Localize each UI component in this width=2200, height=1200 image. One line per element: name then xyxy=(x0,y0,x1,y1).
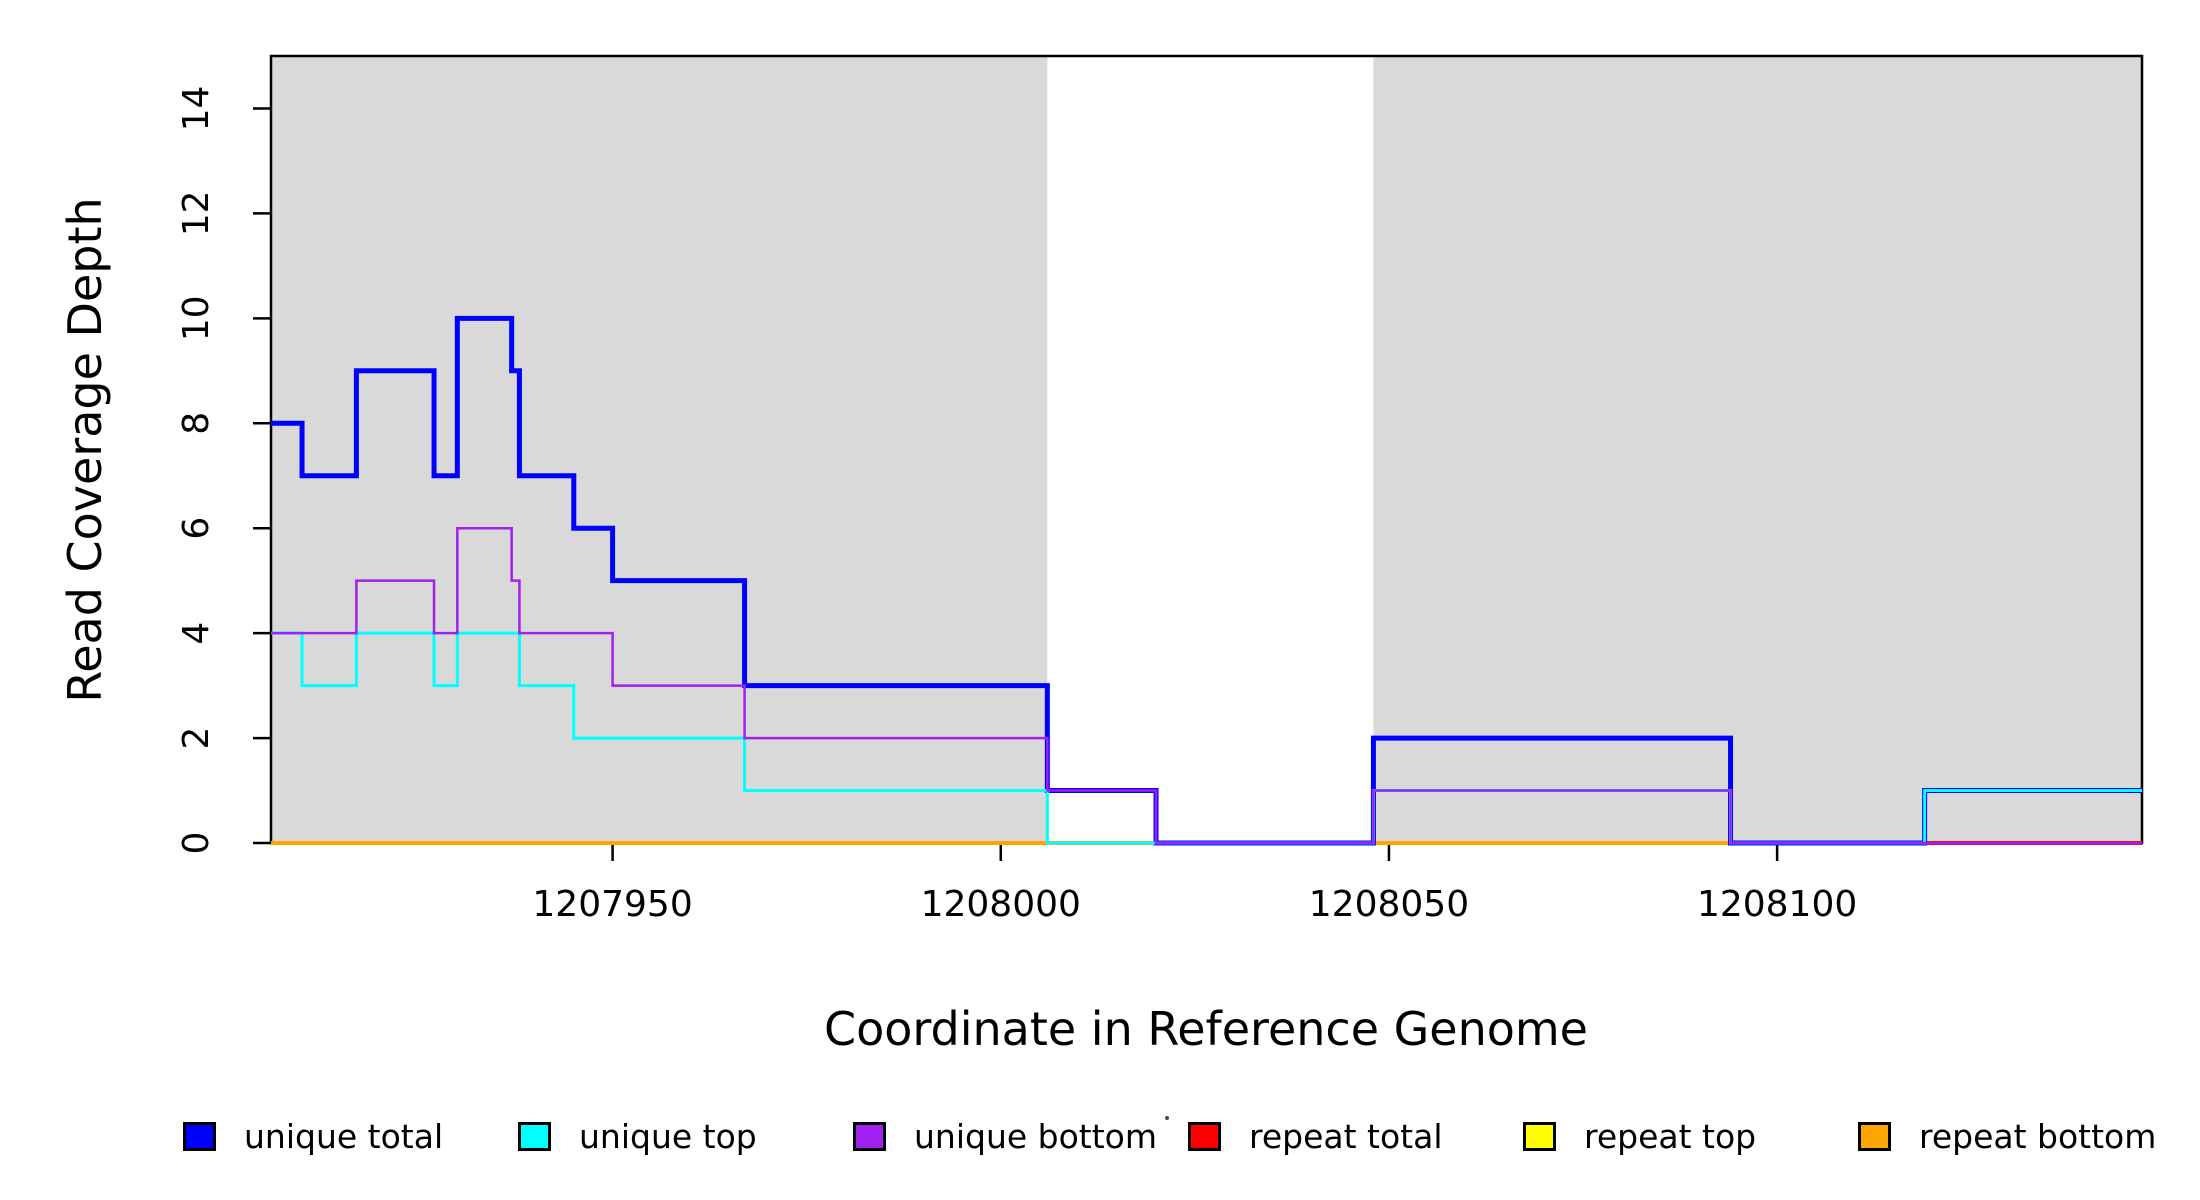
stray-dot-artifact xyxy=(1165,1116,1169,1120)
y-tick-label: 0 xyxy=(176,832,217,855)
shaded-band xyxy=(1373,56,2142,843)
y-tick-label: 8 xyxy=(176,412,217,435)
y-axis-title: Read Coverage Depth xyxy=(58,197,112,703)
series-line-unique-bottom xyxy=(271,526,2142,845)
axes: 1207950 1208000 1208050 1208100 0 2 4 6 8 10 12 14 xyxy=(176,86,1857,925)
series-line-unique-total xyxy=(271,315,2142,846)
y-tick-label: 2 xyxy=(176,727,217,750)
shaded-bands xyxy=(271,56,2142,843)
x-tick-label: 1208100 xyxy=(1697,884,1857,925)
y-tick-label: 4 xyxy=(176,622,217,645)
shaded-band xyxy=(271,56,1048,843)
y-tick-label: 12 xyxy=(176,190,217,236)
x-tick-label: 1208050 xyxy=(1309,884,1469,925)
y-tick-label: 6 xyxy=(176,517,217,540)
x-axis-title: Coordinate in Reference Genome xyxy=(824,1002,1588,1056)
x-tick-label: 1208000 xyxy=(921,884,1081,925)
x-tick-label: 1207950 xyxy=(532,884,692,925)
y-tick-label: 10 xyxy=(176,295,217,341)
y-tick-label: 14 xyxy=(176,86,217,132)
